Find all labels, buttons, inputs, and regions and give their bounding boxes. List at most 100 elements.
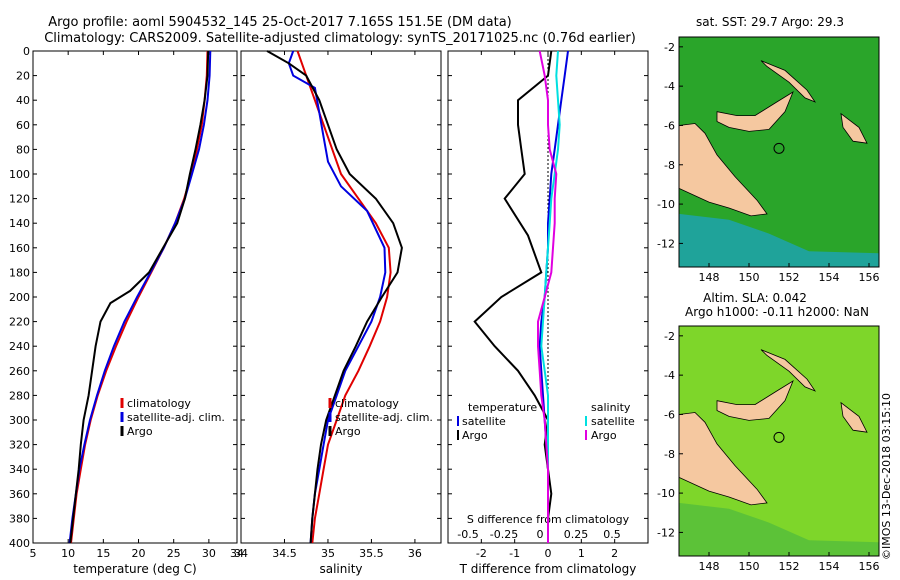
sla-map-xtick-label: 150	[739, 560, 760, 573]
sla-map-land-3	[840, 401, 868, 433]
sst-map-ytick-label: -2	[664, 41, 675, 54]
salinity-diff-tick-label: 0.25	[564, 528, 589, 541]
depth-tick-label: 0	[23, 45, 30, 58]
difference-panel-xtick-label: -1	[509, 547, 520, 560]
sla-map-land-0	[678, 412, 768, 506]
salinity-panel-xtick-label: 34.5	[272, 547, 297, 560]
sla-map-xtick-label: 156	[859, 560, 880, 573]
temperature-panel-legend-label: satellite-adj. clim.	[127, 411, 225, 424]
depth-tick-label: 40	[16, 94, 30, 107]
title-line-1: Argo profile: aoml 5904532_145 25-Oct-20…	[48, 15, 512, 30]
temperature-panel-xlabel: temperature (deg C)	[73, 562, 196, 576]
sst-map-ytick-label: -12	[657, 237, 675, 250]
salinity-panel-xtick-label: 35	[321, 547, 335, 560]
difference-panel-xtick-label: 2	[611, 547, 618, 560]
sst-map-frame	[678, 36, 880, 268]
difference-panel-line-3	[537, 50, 558, 543]
salinity-diff-tick-label: -0.25	[490, 528, 518, 541]
salinity-panel-legend-label: climatology	[335, 397, 399, 410]
temperature-panel-xtick-label: 34	[230, 547, 244, 560]
sal-legend-label: salinity	[591, 401, 631, 414]
depth-tick-label: 240	[9, 340, 30, 353]
sla-map-ytick-label: -12	[657, 526, 675, 539]
sst-map-title: sat. SST: 29.7 Argo: 29.3	[696, 15, 844, 29]
temp-legend-label: satellite	[462, 415, 506, 428]
temperature-panel-xtick-label: 30	[202, 547, 216, 560]
sla-map-ytick-label: -4	[664, 369, 675, 382]
difference-panel-xtick-label: 0	[545, 547, 552, 560]
depth-tick-label: 220	[9, 316, 30, 329]
depth-tick-label: 340	[9, 463, 30, 476]
salinity-panel-line-1	[287, 50, 387, 544]
depth-tick-label: 140	[9, 217, 30, 230]
title-line-2: Climatology: CARS2009. Satellite-adjuste…	[44, 31, 636, 46]
sla-map-xtick-label: 154	[819, 560, 840, 573]
sla-map-title-2: Argo h1000: -0.11 h2000: NaN	[685, 305, 869, 319]
sst-map-land-3	[840, 112, 868, 144]
sla-map-ytick-label: -2	[664, 330, 675, 343]
sst-map-shading	[679, 213, 879, 267]
sla-map-xtick-label: 148	[699, 560, 720, 573]
sst-map-land-0	[678, 123, 768, 217]
sst-map-ytick-label: -4	[664, 80, 675, 93]
temperature-panel-line-2	[69, 50, 210, 544]
salinity-panel-xtick-label: 34	[234, 547, 248, 560]
sst-map-ytick-label: -8	[664, 159, 675, 172]
temperature-panel-xtick-label: 25	[167, 547, 181, 560]
depth-tick-label: 120	[9, 193, 30, 206]
depth-tick-label: 320	[9, 439, 30, 452]
depth-tick-label: 300	[9, 414, 30, 427]
difference-panel-xlabel: T difference from climatology	[459, 562, 637, 576]
sst-map-ytick-label: -6	[664, 119, 675, 132]
sst-map-ytick-label: -10	[657, 198, 675, 211]
temp-legend-label: temperature	[468, 401, 537, 414]
salinity-panel-line-0	[296, 50, 392, 544]
temperature-panel-line-1	[68, 50, 212, 544]
temperature-panel-xtick-label: 15	[96, 547, 110, 560]
salinity-diff-tick-label: -0.5	[457, 528, 478, 541]
sla-map-land-1	[716, 380, 794, 421]
temperature-panel-xtick-label: 20	[132, 547, 146, 560]
sst-map-xtick-label: 150	[739, 271, 760, 284]
temperature-panel-legend-label: Argo	[127, 425, 153, 438]
depth-tick-label: 360	[9, 488, 30, 501]
salinity-panel-frame	[240, 50, 442, 544]
sla-map-land-2	[760, 349, 817, 392]
sst-map-land-1	[716, 91, 794, 132]
salinity-panel-line-2	[266, 50, 403, 544]
depth-tick-label: 280	[9, 389, 30, 402]
depth-tick-label: 160	[9, 242, 30, 255]
sla-map-argo-marker	[773, 431, 785, 443]
difference-panel-line-1	[473, 50, 553, 543]
sla-map-frame	[678, 325, 880, 557]
sal-legend-label: Argo	[591, 429, 617, 442]
temperature-panel-frame	[32, 50, 238, 544]
depth-tick-label: 180	[9, 266, 30, 279]
temp-legend-label: Argo	[462, 429, 488, 442]
temperature-panel-legend-label: climatology	[127, 397, 191, 410]
sst-map-xtick-label: 148	[699, 271, 720, 284]
salinity-panel-xtick-label: 36	[408, 547, 422, 560]
sla-map-ytick-label: -8	[664, 448, 675, 461]
salinity-panel-legend-label: satellite-adj. clim.	[335, 411, 433, 424]
salinity-panel-legend-label: Argo	[335, 425, 361, 438]
depth-tick-label: 400	[9, 537, 30, 550]
imos-credit: ©IMOS 13-Dec-2018 03:15:10	[880, 393, 893, 560]
depth-tick-label: 80	[16, 143, 30, 156]
depth-tick-label: 60	[16, 119, 30, 132]
temperature-panel-xtick-label: 10	[61, 547, 75, 560]
sst-map-argo-marker	[773, 142, 785, 154]
temperature-panel-xtick-label: 5	[30, 547, 37, 560]
depth-tick-label: 260	[9, 365, 30, 378]
sla-map-ytick-label: -10	[657, 487, 675, 500]
sst-map-xtick-label: 152	[779, 271, 800, 284]
salinity-panel-xtick-label: 35.5	[359, 547, 384, 560]
sst-map-xtick-label: 156	[859, 271, 880, 284]
temperature-panel-line-0	[70, 50, 209, 544]
sla-map-ytick-label: -6	[664, 408, 675, 421]
sla-map-title-1: Altim. SLA: 0.042	[703, 291, 807, 305]
sla-map-xtick-label: 152	[779, 560, 800, 573]
salinity-diff-tick-label: 0	[537, 528, 544, 541]
plots-layer: 0204060801001201401601802002202402602803…	[9, 36, 880, 576]
